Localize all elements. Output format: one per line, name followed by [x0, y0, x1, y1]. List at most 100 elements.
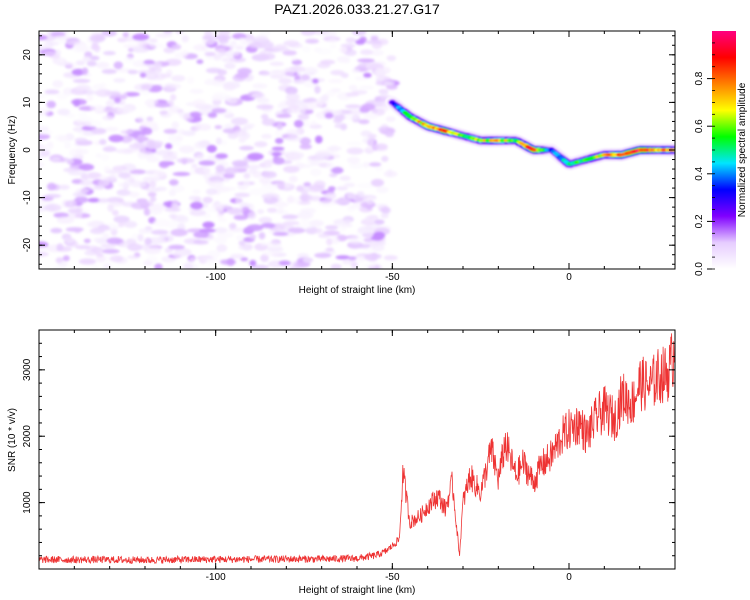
noise-blob — [314, 252, 332, 259]
noise-blob — [286, 150, 301, 159]
noise-blob — [207, 250, 221, 258]
colorbar-tick-label: 0.6 — [694, 119, 705, 133]
noise-blob — [67, 208, 83, 214]
noise-blob — [153, 169, 166, 178]
noise-blob — [75, 148, 89, 155]
noise-blob — [56, 243, 64, 251]
noise-blob — [148, 88, 161, 93]
noise-blob — [246, 224, 264, 232]
noise-blob — [368, 32, 382, 37]
noise-blob — [233, 129, 247, 137]
noise-blob — [259, 71, 276, 76]
y-tick-label: 10 — [22, 96, 33, 108]
colorbar-label: Normalized spectral amplitude — [737, 82, 748, 217]
noise-blob — [287, 227, 306, 234]
noise-blob — [102, 115, 114, 121]
y-tick-label: 1000 — [22, 491, 33, 514]
noise-blob — [375, 166, 383, 172]
noise-blob — [154, 237, 167, 242]
noise-blob — [262, 171, 277, 179]
noise-blob — [377, 127, 388, 132]
noise-blob — [253, 35, 269, 43]
noise-blob — [266, 240, 282, 249]
noise-blob — [260, 241, 268, 246]
noise-blob — [158, 161, 170, 169]
noise-blob — [345, 37, 357, 43]
noise-blob — [374, 219, 385, 225]
x-tick-label: 0 — [566, 272, 572, 283]
noise-blob — [93, 237, 108, 243]
noise-blob — [242, 180, 251, 189]
noise-blob — [300, 74, 310, 81]
noise-blob — [300, 224, 314, 229]
noise-blob — [171, 121, 180, 130]
noise-blob — [381, 155, 389, 162]
noise-blob — [314, 228, 323, 234]
noise-blob — [309, 184, 325, 192]
noise-blob — [189, 209, 207, 217]
noise-layer — [39, 31, 400, 269]
noise-blob — [140, 84, 152, 90]
colorbar: 0.0 0.2 0.4 0.6 0.8 Normalized spectral ampl… — [694, 31, 748, 276]
noise-blob — [117, 171, 131, 179]
noise-blob — [229, 222, 237, 230]
noise-blob — [116, 106, 134, 114]
noise-blob — [177, 111, 185, 116]
noise-blob — [260, 40, 274, 49]
noise-blob — [40, 149, 51, 157]
noise-blob — [56, 216, 75, 224]
noise-blob — [168, 244, 185, 250]
noise-blob — [293, 79, 305, 84]
noise-blob — [146, 116, 154, 122]
noise-blob — [143, 260, 153, 266]
noise-blob — [283, 165, 300, 173]
noise-blob — [193, 239, 209, 245]
noise-blob — [214, 227, 228, 233]
noise-blob — [75, 119, 86, 124]
noise-blob — [317, 199, 336, 207]
noise-blob — [86, 221, 102, 228]
noise-blob — [82, 55, 92, 62]
noise-blob — [68, 170, 86, 176]
noise-blob — [138, 228, 153, 234]
noise-blob — [183, 263, 194, 269]
noise-blob — [127, 255, 140, 260]
noise-blob — [251, 92, 266, 99]
noise-blob — [350, 261, 358, 269]
noise-blob — [196, 43, 206, 51]
noise-blob — [260, 184, 278, 193]
noise-blob — [172, 171, 191, 177]
noise-blob — [206, 258, 216, 267]
noise-blob — [91, 127, 107, 135]
noise-blob — [39, 107, 50, 116]
noise-blob — [189, 88, 204, 94]
noise-blob — [89, 55, 100, 61]
noise-blob — [145, 142, 156, 150]
noise-blob — [196, 154, 205, 160]
noise-blob — [102, 146, 117, 152]
noise-blob — [202, 196, 213, 204]
noise-blob — [363, 263, 377, 269]
noise-blob — [213, 34, 232, 41]
noise-blob — [272, 46, 290, 52]
noise-blob — [380, 92, 389, 97]
noise-blob — [309, 219, 324, 227]
noise-blob — [57, 108, 71, 116]
noise-blob — [118, 182, 130, 188]
noise-blob — [58, 37, 67, 44]
noise-blob — [212, 79, 225, 87]
noise-blob — [296, 185, 305, 192]
noise-blob — [198, 160, 216, 166]
signal-ridge-layer — [385, 95, 675, 171]
noise-blob — [240, 257, 249, 262]
noise-blob — [103, 51, 116, 56]
noise-blob — [71, 68, 85, 76]
noise-blob — [260, 254, 269, 263]
noise-blob — [129, 169, 146, 175]
noise-blob — [113, 78, 126, 83]
noise-blob — [128, 178, 136, 183]
noise-blob — [300, 31, 316, 36]
noise-blob — [39, 252, 49, 257]
noise-blob — [371, 244, 385, 252]
